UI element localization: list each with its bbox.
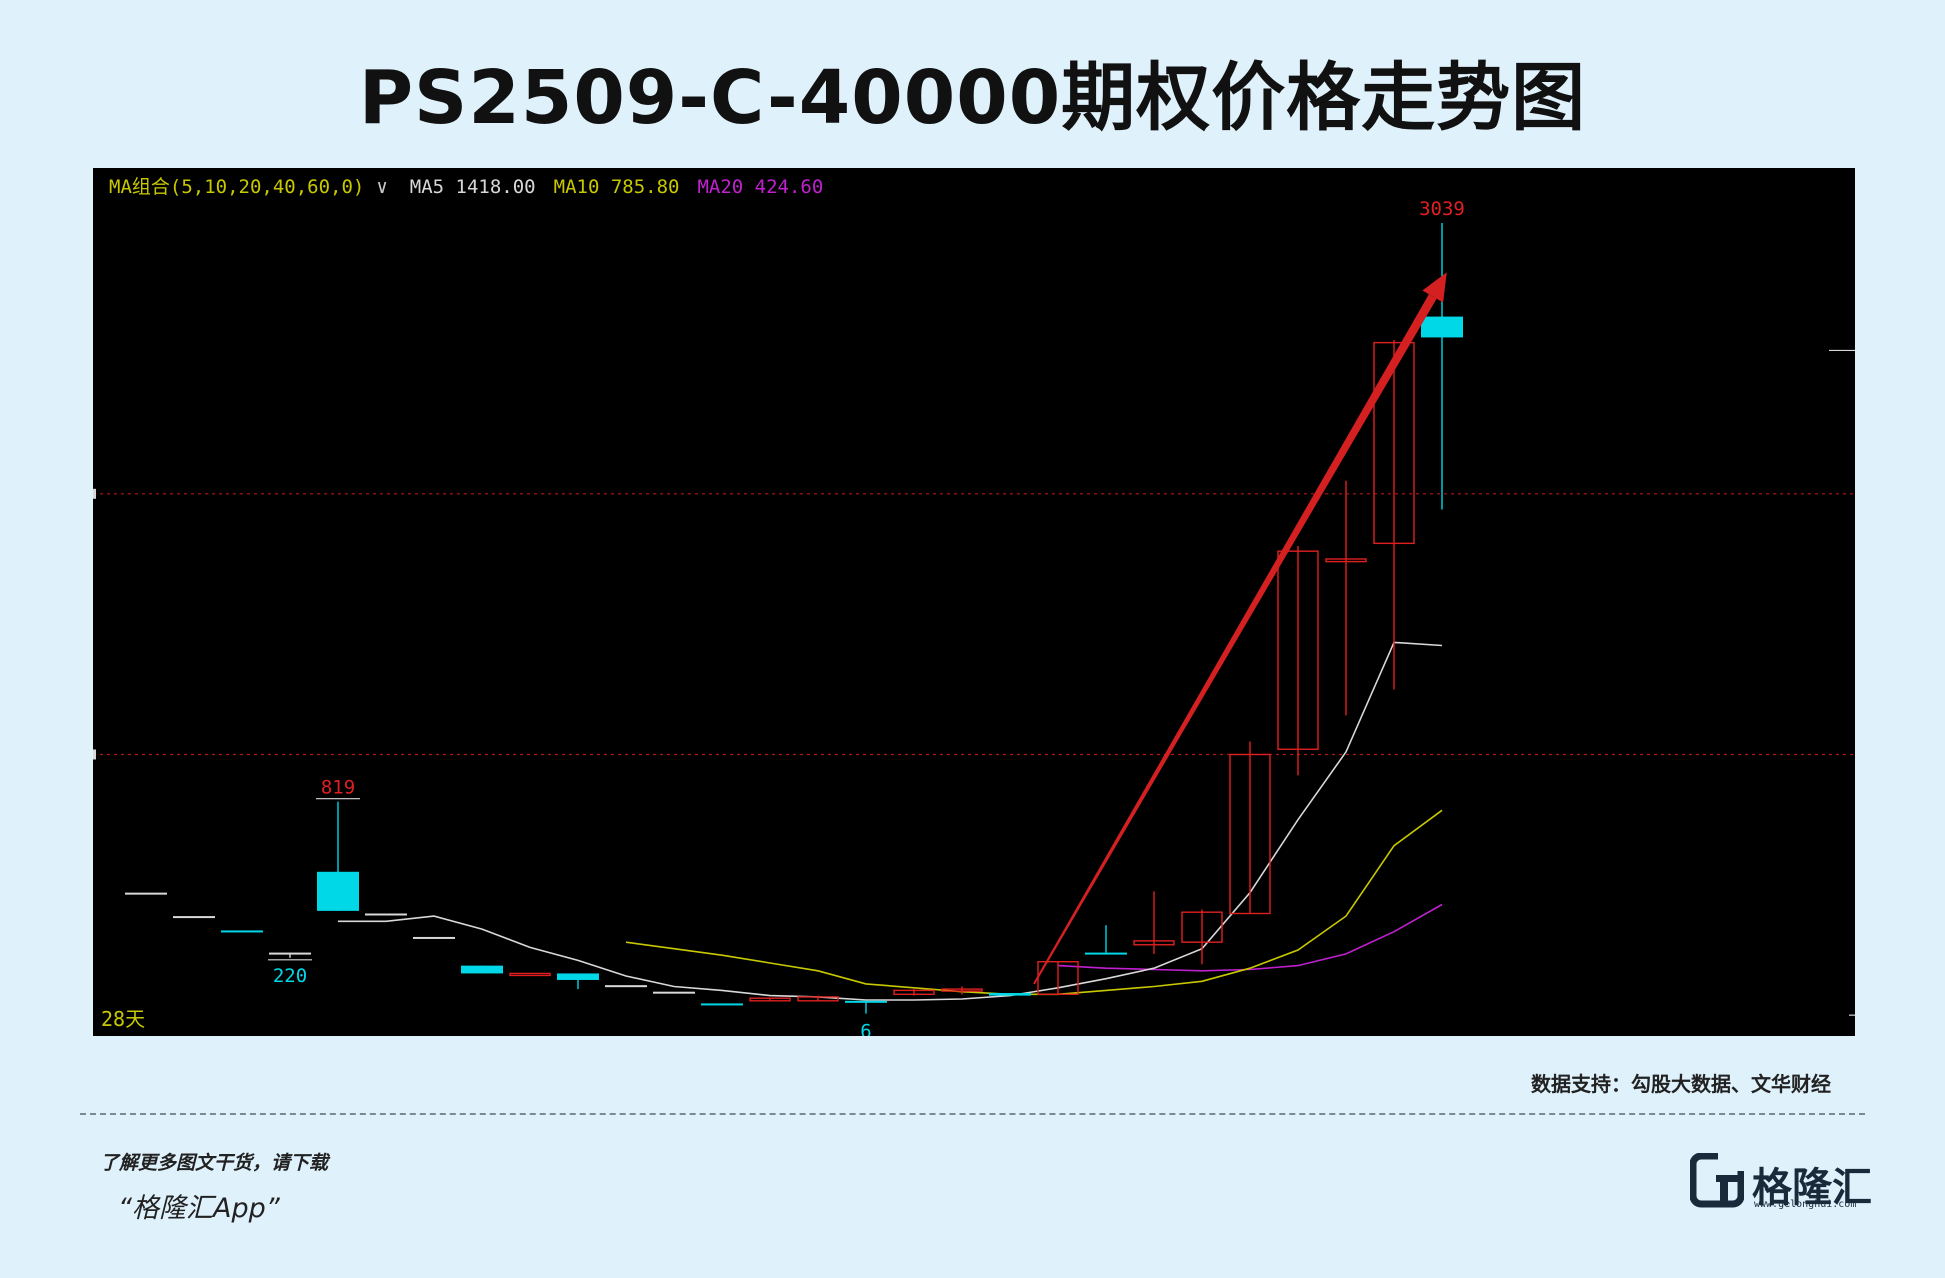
candle-body <box>269 952 311 955</box>
ma5-value: MA5 1418.00 <box>409 176 536 198</box>
kline-plot: 3039 819 220 6 <box>93 198 1855 1036</box>
logo-url: www.gelonghui.com <box>1754 1199 1857 1210</box>
annotation-label: 819 <box>321 777 355 799</box>
candle-body <box>749 997 791 1002</box>
candle-body <box>317 871 359 911</box>
trend-arrow-head <box>1422 272 1447 303</box>
candle-body <box>893 989 935 995</box>
candle-body <box>941 988 983 992</box>
data-source: 数据支持：勾股大数据、文华财经 <box>1531 1072 1831 1096</box>
ma20-value: MA20 424.60 <box>697 176 824 198</box>
candle-body <box>605 985 647 988</box>
candle-body <box>221 930 263 933</box>
candle-body <box>1325 558 1367 563</box>
candle-body <box>797 996 839 1002</box>
chevron-down-icon[interactable]: ∨ <box>376 176 388 198</box>
y-axis-tick <box>93 488 96 499</box>
period-days-label: 28天 <box>101 1007 146 1031</box>
candle-body <box>461 965 503 974</box>
promo-app-name: “格隆汇App” <box>118 1193 280 1224</box>
ma-legend: MA组合(5,10,20,40,60,0) ∨ MA5 1418.00 MA10 78… <box>109 172 841 202</box>
candle-body <box>1421 316 1463 338</box>
ma5-line <box>338 641 1443 1001</box>
dashed-divider <box>80 1113 1865 1115</box>
candle-body <box>701 1003 743 1006</box>
candle-body <box>413 936 455 939</box>
candle-body <box>845 1000 887 1003</box>
kline-chart[interactable]: 3039 819 220 6 MA组合(5,10,20,40,60,0) ∨ MA5 14… <box>93 168 1855 1036</box>
ma10-value: MA10 785.80 <box>553 176 680 198</box>
ma20-line <box>1057 903 1443 972</box>
annotation-label: 220 <box>273 965 307 987</box>
candle-body <box>1229 753 1271 915</box>
ma-combo-selector[interactable]: MA组合(5,10,20,40,60,0) <box>109 176 365 198</box>
candle-body <box>125 892 167 895</box>
candle-body <box>1085 952 1127 955</box>
candle-body <box>1373 341 1415 545</box>
candle-body <box>557 973 599 980</box>
candle-body <box>1277 550 1319 750</box>
annotation-label: 3039 <box>1419 198 1465 220</box>
ma10-line <box>625 809 1443 996</box>
trend-arrow-shaft <box>1033 294 1437 985</box>
gelonghui-logo[interactable]: 格隆汇 www.gelonghui.com <box>1690 1153 1872 1213</box>
annotation-label: 6 <box>860 1021 871 1036</box>
candle-body <box>365 913 407 916</box>
candle-body <box>509 972 551 977</box>
chart-title: PS2509-C-40000期权价格走势图 <box>358 55 1587 141</box>
logo-name: 格隆汇 <box>1752 1165 1872 1211</box>
candle-body <box>173 916 215 919</box>
promo-text: 了解更多图文干货，请下载 <box>100 1152 329 1174</box>
candle-body <box>1133 940 1175 946</box>
candle-body <box>1181 911 1223 943</box>
y-axis-tick <box>93 749 96 760</box>
gelonghui-logo-icon <box>1690 1153 1744 1208</box>
candle-body <box>653 991 695 994</box>
candle-body <box>989 992 1031 996</box>
